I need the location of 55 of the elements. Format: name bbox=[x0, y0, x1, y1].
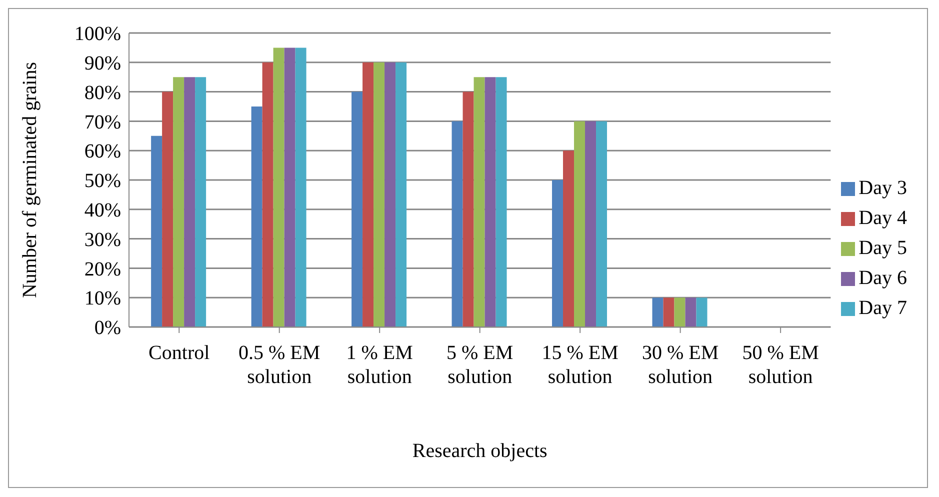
y-tick-label: 70% bbox=[84, 111, 121, 134]
bar bbox=[195, 77, 206, 327]
bar bbox=[462, 92, 474, 327]
bar bbox=[585, 121, 596, 327]
y-tick-label: 50% bbox=[84, 170, 121, 192]
bar bbox=[273, 48, 284, 327]
bar bbox=[574, 121, 586, 327]
y-axis-title: Number of germinated grains bbox=[19, 62, 42, 298]
bar bbox=[352, 92, 363, 327]
bar bbox=[696, 298, 708, 327]
x-tick-label: 50 % EM solution bbox=[742, 342, 820, 388]
y-tick-label: 90% bbox=[84, 52, 121, 74]
bar bbox=[685, 298, 696, 327]
x-tick-label: 1 % EM solution bbox=[346, 342, 414, 388]
bar bbox=[484, 77, 496, 327]
x-tick-label: Control bbox=[148, 342, 210, 364]
bar bbox=[552, 180, 564, 327]
y-tick-label: 30% bbox=[84, 228, 121, 251]
legend-label: Day 7 bbox=[858, 297, 907, 319]
y-tick-label: 100% bbox=[74, 23, 121, 46]
bar bbox=[262, 62, 274, 327]
legend-label: Day 4 bbox=[858, 207, 907, 229]
y-tick-label: 60% bbox=[84, 140, 121, 163]
x-tick-label: 5 % EM solution bbox=[446, 342, 514, 388]
bar bbox=[173, 77, 184, 327]
bar bbox=[674, 298, 686, 327]
y-tick-label: 10% bbox=[84, 288, 121, 310]
x-tick-label: 15 % EM solution bbox=[542, 342, 619, 388]
bar bbox=[151, 136, 162, 327]
y-tick-label: 40% bbox=[84, 200, 121, 222]
bar bbox=[596, 121, 608, 327]
bar bbox=[384, 62, 396, 327]
legend-label: Day 5 bbox=[858, 237, 907, 259]
x-tick-label: 0.5 % EM solution bbox=[238, 342, 320, 388]
bar bbox=[284, 48, 296, 327]
y-tick-label: 0% bbox=[94, 317, 121, 340]
x-axis-title: Research objects bbox=[412, 440, 548, 462]
bar bbox=[563, 150, 574, 327]
bar bbox=[452, 121, 463, 327]
bar bbox=[496, 77, 507, 327]
bar bbox=[184, 77, 196, 327]
bar bbox=[663, 298, 674, 327]
bar bbox=[652, 298, 664, 327]
bar bbox=[362, 62, 374, 327]
bar bbox=[374, 62, 385, 327]
y-tick-label: 20% bbox=[84, 258, 121, 280]
x-tick-label: 30 % EM solution bbox=[642, 342, 719, 388]
bar bbox=[396, 62, 407, 327]
bar bbox=[162, 92, 174, 327]
bar bbox=[474, 77, 485, 327]
legend-label: Day 6 bbox=[858, 267, 907, 289]
legend-label: Day 3 bbox=[858, 177, 907, 199]
bar bbox=[251, 106, 262, 327]
bar bbox=[295, 48, 306, 327]
y-tick-label: 80% bbox=[84, 82, 121, 104]
